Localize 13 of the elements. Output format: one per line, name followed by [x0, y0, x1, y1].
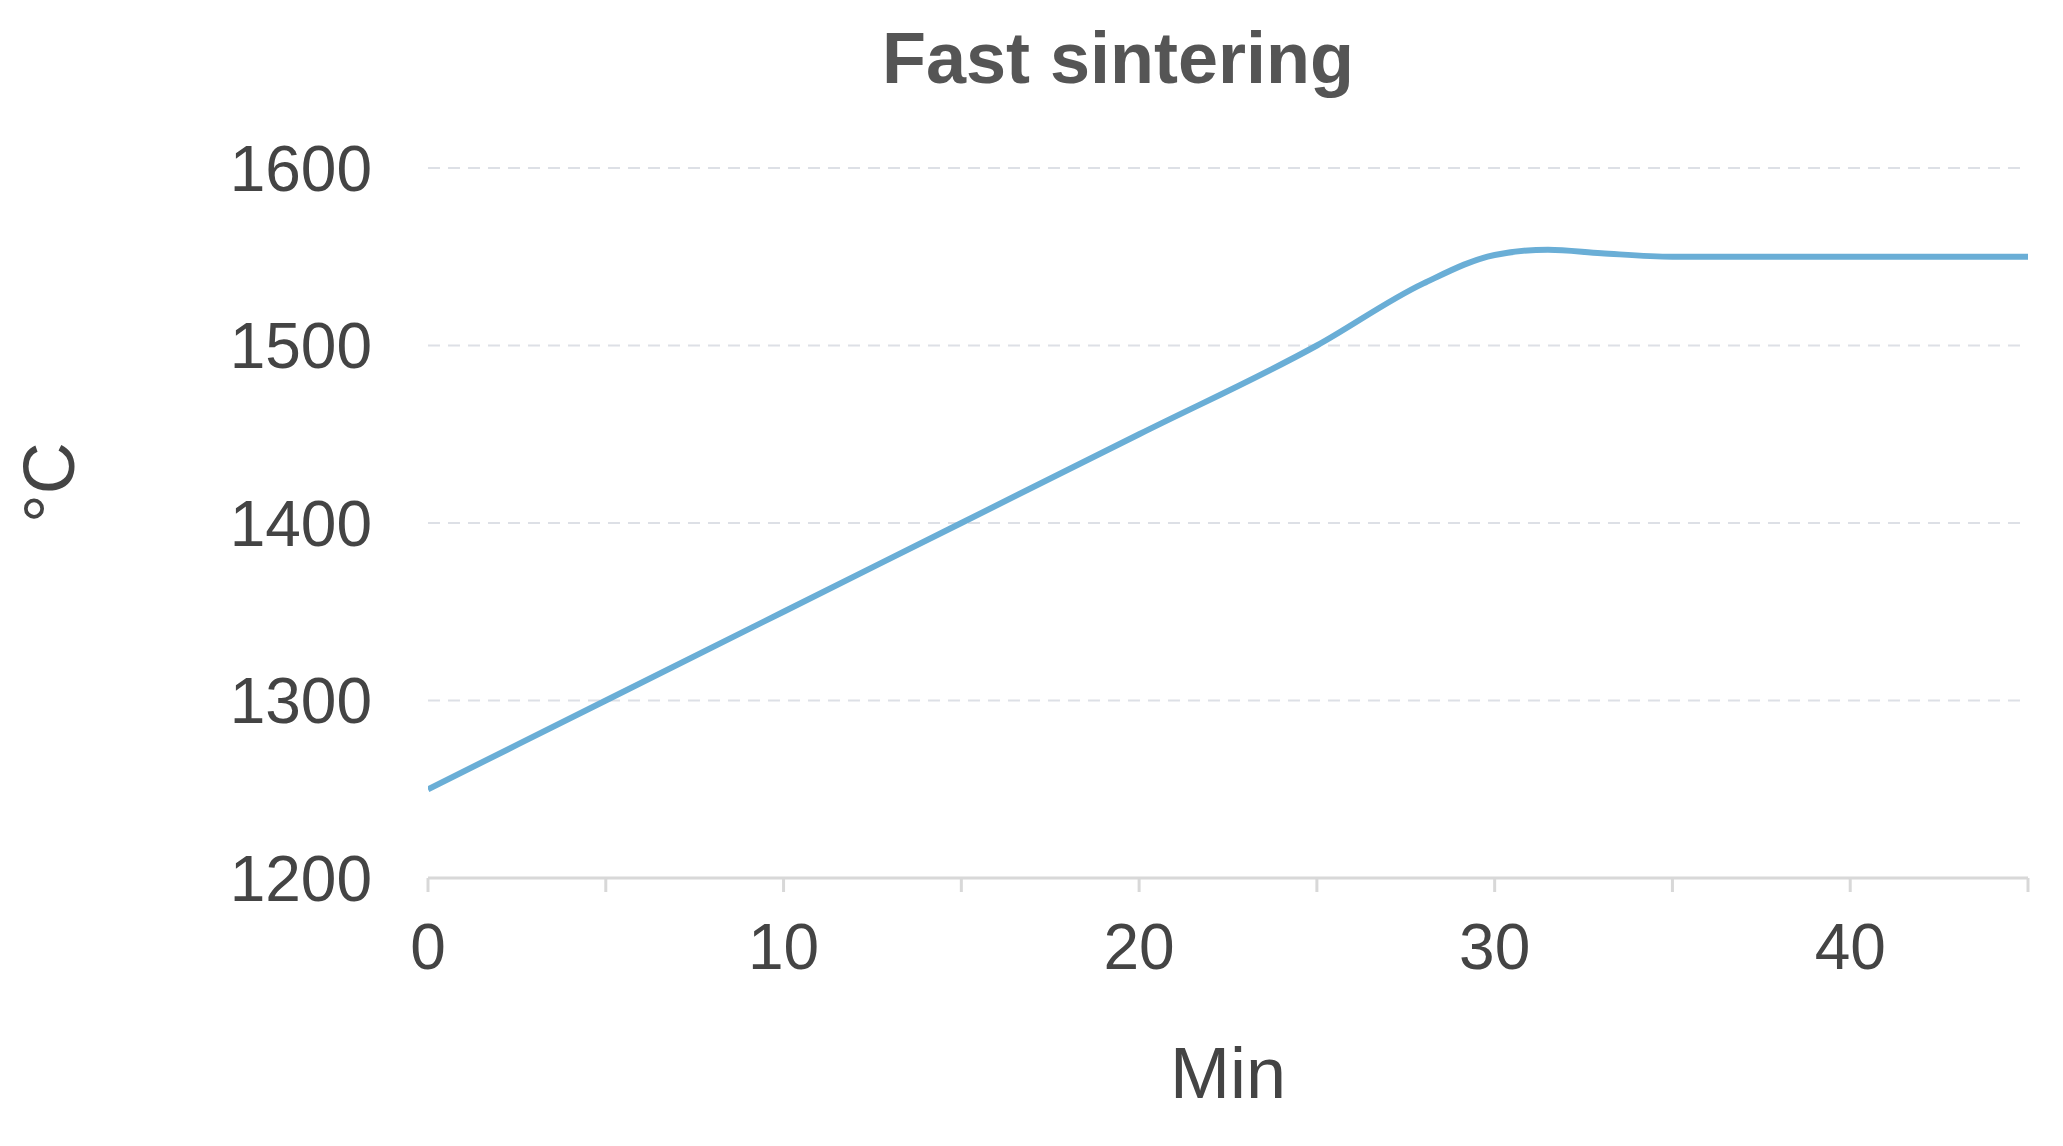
x-tick-label: 30: [1459, 911, 1531, 984]
y-tick-label: 1400: [229, 487, 372, 560]
y-axis-title: °C: [8, 442, 89, 523]
y-tick-label: 1500: [229, 310, 372, 383]
x-axis-title: Min: [1169, 1033, 1287, 1113]
y-tick-label: 1600: [229, 132, 372, 205]
y-tick-label: 1300: [229, 665, 372, 738]
chart-title: Fast sintering: [880, 17, 1356, 100]
x-tick-label: 20: [1103, 911, 1175, 984]
x-tick-label: 40: [1814, 911, 1886, 984]
x-tick-label: 0: [410, 911, 446, 984]
y-tick-label: 1200: [229, 842, 372, 915]
x-tick-label: 10: [747, 911, 820, 984]
